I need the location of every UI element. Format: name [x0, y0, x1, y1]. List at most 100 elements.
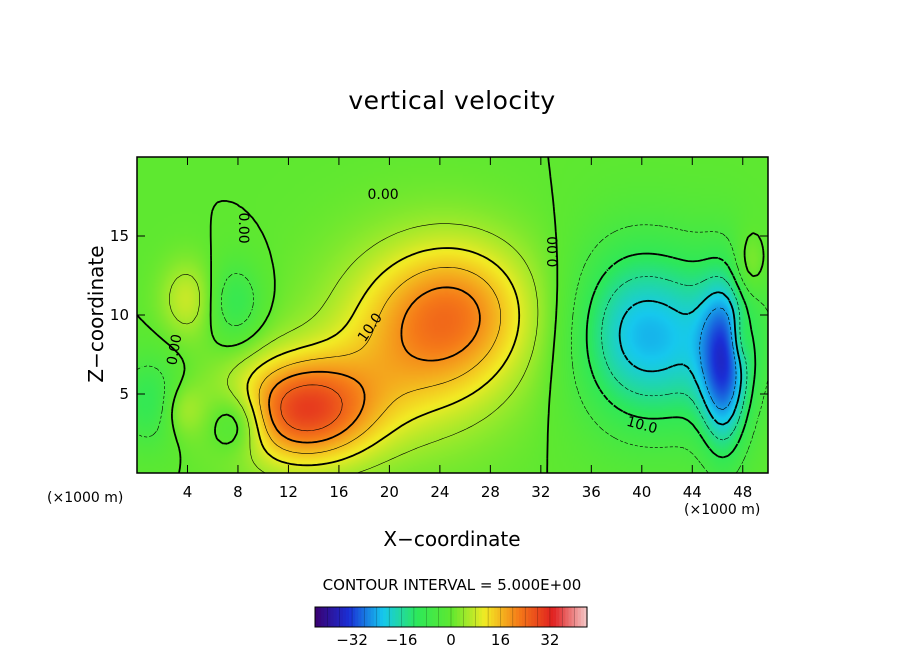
y-axis-ticks: 5 10 15 [110, 227, 768, 403]
colorbar-segment [534, 607, 539, 627]
colorbar-segment [404, 607, 409, 627]
colorbar-segment [339, 607, 344, 627]
contour-line [258, 267, 501, 454]
colorbar-segment [512, 607, 517, 627]
colorbar-segment [481, 607, 486, 627]
x-tick-label: 48 [733, 483, 752, 501]
contour-label: 0.00 [368, 187, 399, 203]
colorbar-tick-label: −16 [386, 631, 418, 649]
contour-line [280, 384, 343, 432]
x-axis-label: X−coordinate [383, 527, 521, 551]
colorbar-segment [336, 607, 341, 627]
contour-line [169, 223, 539, 474]
colorbar-segment [549, 607, 554, 627]
x-tick-label: 12 [279, 483, 298, 501]
colorbar-segment [454, 607, 458, 627]
colorbar-segment [376, 607, 381, 627]
colorbar-segment [358, 607, 362, 627]
colorbar-segment [342, 607, 347, 627]
colorbar-segment [562, 607, 566, 627]
colorbar-segment [540, 607, 545, 627]
colorbar-segment [553, 607, 557, 627]
colorbar-segment [531, 607, 536, 627]
colorbar-segment [327, 607, 332, 627]
contour-line [585, 252, 757, 459]
colorbar-segment [330, 607, 335, 627]
colorbar-segment [352, 607, 356, 627]
colorbar-segment [389, 607, 393, 627]
colorbar-segment [525, 607, 529, 627]
x-tick-label: 40 [632, 483, 651, 501]
contour-label: 0.00 [235, 213, 251, 244]
colorbar-segment [398, 607, 403, 627]
colorbar-segment [315, 607, 319, 627]
x-tick-label: 8 [233, 483, 243, 501]
colorbar-segment [426, 607, 430, 627]
colorbar-segment [373, 607, 378, 627]
colorbar-segment [478, 607, 483, 627]
y-tick-label: 10 [110, 306, 129, 324]
colorbar-segment [438, 607, 443, 627]
contour-lines [136, 156, 769, 474]
colorbar-segment [466, 607, 471, 627]
colorbar-segment [571, 607, 576, 627]
x-tick-label: 24 [430, 483, 449, 501]
colorbar-segment [361, 607, 366, 627]
colorbar-segment [556, 607, 560, 627]
x-tick-label: 44 [683, 483, 702, 501]
colorbar-segment [522, 607, 526, 627]
colorbar-segment [417, 607, 421, 627]
colorbar-segment [506, 607, 511, 627]
colorbar-segment [444, 607, 449, 627]
colorbar-segment [543, 607, 548, 627]
colorbar-segment [488, 607, 492, 627]
colorbar-segment [423, 607, 427, 627]
colorbar-segment [410, 607, 415, 627]
chart-title: vertical velocity [348, 86, 556, 115]
colorbar-segment [509, 607, 514, 627]
colorbar-segment [460, 607, 464, 627]
contour-line [618, 291, 743, 426]
colorbar-segment [432, 607, 437, 627]
colorbar-segment [435, 607, 440, 627]
colorbar-segment [401, 607, 406, 627]
colorbar-segment [451, 607, 455, 627]
contour-line [699, 307, 737, 410]
x-tick-label: 36 [582, 483, 601, 501]
colorbar-segment [500, 607, 505, 627]
colorbar-segment [392, 607, 396, 627]
colorbar-segment [463, 607, 468, 627]
colorbar-segment [497, 607, 502, 627]
x-tick-label: 32 [531, 483, 550, 501]
colorbar-segment [413, 607, 418, 627]
velocity-field [137, 157, 768, 473]
colorbar-tick-label: −32 [336, 631, 368, 649]
colorbar-tick-label: 0 [446, 631, 456, 649]
colorbar-segment [349, 607, 353, 627]
colorbar-segment [345, 607, 350, 627]
colorbar-segment [321, 607, 325, 627]
colorbar-segment [447, 607, 452, 627]
colorbar-segment [441, 607, 446, 627]
colorbar-segment [333, 607, 338, 627]
colorbar: −32 −16 0 16 32 [314, 606, 588, 649]
colorbar-segment [546, 607, 551, 627]
colorbar-segment [420, 607, 424, 627]
colorbar-segment [491, 607, 495, 627]
contour-interval-text: CONTOUR INTERVAL = 5.000E+00 [322, 576, 582, 594]
colorbar-segment [472, 607, 477, 627]
colorbar-segment [364, 607, 369, 627]
colorbar-segment [494, 607, 498, 627]
contour-line [601, 276, 748, 441]
colorbar-segment [383, 607, 387, 627]
colorbar-segment [577, 607, 582, 627]
colorbar-segment [367, 607, 372, 627]
x-tick-label: 28 [481, 483, 500, 501]
colorbar-segment [386, 607, 390, 627]
x-tick-label: 4 [183, 483, 193, 501]
colorbar-segment [528, 607, 532, 627]
contour-line [246, 247, 521, 467]
colorbar-segment [355, 607, 359, 627]
colorbar-segment [485, 607, 489, 627]
